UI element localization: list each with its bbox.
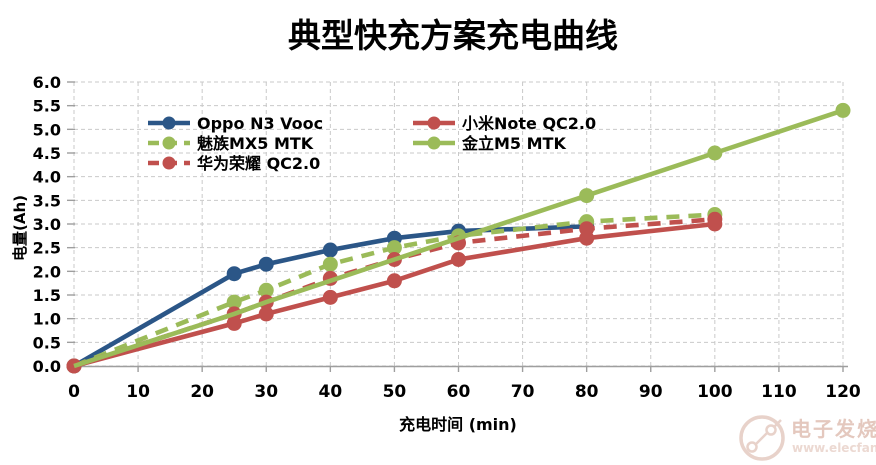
data-point-marker: [226, 266, 242, 282]
y-tick-label: 1.5: [33, 286, 61, 305]
data-point-marker: [322, 242, 338, 258]
data-point-marker: [258, 256, 274, 272]
legend-item-华为荣耀-qc2.0: 华为荣耀 QC2.0: [148, 154, 320, 173]
legend-swatch-marker: [427, 116, 441, 130]
watermark-brand: 电子发烧友: [791, 417, 876, 441]
data-point-marker: [386, 273, 402, 289]
data-point-marker: [226, 315, 242, 331]
y-tick-label: 2.0: [33, 262, 61, 281]
x-tick-label: 100: [697, 382, 733, 402]
elecfans-logo-icon: [739, 415, 785, 461]
x-tick-label: 10: [126, 382, 150, 402]
tick-labels: 0 10 20 30 40 50 60 70 80 90 100 110 120 0.0 0.5 1.0 1.5…: [33, 73, 861, 402]
data-point-marker: [579, 188, 595, 204]
data-point-marker: [835, 102, 851, 118]
data-point-marker: [258, 306, 274, 322]
data-point-marker: [226, 294, 242, 310]
axes: [67, 81, 848, 372]
data-point-marker: [322, 289, 338, 305]
legend-swatch-marker: [162, 156, 176, 170]
legend-label: 华为荣耀 QC2.0: [197, 154, 320, 173]
legend-label: 魅族MX5 MTK: [197, 134, 314, 153]
legend-item-小米note-qc2.0: 小米Note QC2.0: [413, 114, 596, 133]
x-tick-label: 30: [254, 382, 278, 402]
x-tick-label: 20: [190, 382, 214, 402]
y-tick-label: 4.0: [33, 168, 61, 187]
series-line: [73, 216, 716, 369]
y-tick-label: 0.5: [33, 333, 61, 352]
x-tick-label: 60: [447, 382, 471, 402]
data-point-marker: [258, 282, 274, 298]
legend-item-oppo-n3-vooc: Oppo N3 Vooc: [148, 114, 323, 133]
legend-label: 金立M5 MTK: [461, 134, 566, 153]
data-point-marker: [322, 256, 338, 272]
data-point-marker: [707, 216, 723, 232]
x-axis-title: 充电时间 (min): [399, 415, 517, 434]
y-axis-title: 电量(Ah): [11, 195, 29, 261]
legend-swatch-marker: [427, 136, 441, 150]
y-tick-label: 3.0: [33, 215, 61, 234]
data-point-marker: [707, 145, 723, 161]
x-tick-label: 50: [383, 382, 407, 402]
series-金立m5-mtk: [73, 102, 851, 369]
legend-item-魅族mx5-mtk: 魅族MX5 MTK: [148, 134, 314, 153]
chart-title: 典型快充方案充电曲线: [288, 16, 618, 55]
data-point-marker: [451, 252, 466, 267]
series-line: [73, 108, 844, 369]
x-tick-label: 110: [761, 382, 797, 402]
y-tick-label: 0.0: [33, 357, 61, 376]
data-point-marker: [386, 240, 402, 256]
y-tick-label: 5.5: [33, 97, 61, 116]
legend-label: 小米Note QC2.0: [462, 114, 596, 133]
y-tick-label: 4.5: [33, 144, 61, 163]
x-tick-label: 0: [68, 382, 80, 402]
y-tick-label: 3.5: [33, 191, 61, 210]
x-tick-label: 120: [825, 382, 861, 402]
legend-label: Oppo N3 Vooc: [197, 114, 323, 133]
elecfans-watermark: 电子发烧友 www.elecfans.com: [739, 415, 876, 461]
data-point-marker: [579, 230, 595, 246]
y-tick-label: 1.0: [33, 310, 61, 329]
y-tick-label: 6.0: [33, 73, 61, 92]
y-tick-label: 5.0: [33, 120, 61, 139]
x-tick-label: 40: [318, 382, 342, 402]
x-tick-label: 80: [575, 382, 599, 402]
legend-swatch-marker: [162, 116, 176, 130]
legend-item-金立m5-mtk: 金立M5 MTK: [413, 134, 566, 153]
data-series: [66, 102, 851, 374]
x-tick-label: 90: [639, 382, 663, 402]
series-小米note-qc2.0: [66, 216, 723, 374]
x-tick-label: 70: [511, 382, 535, 402]
watermark-url: www.elecfans.com: [792, 441, 876, 455]
legend-swatch-marker: [162, 136, 176, 150]
y-tick-label: 2.5: [33, 239, 61, 258]
